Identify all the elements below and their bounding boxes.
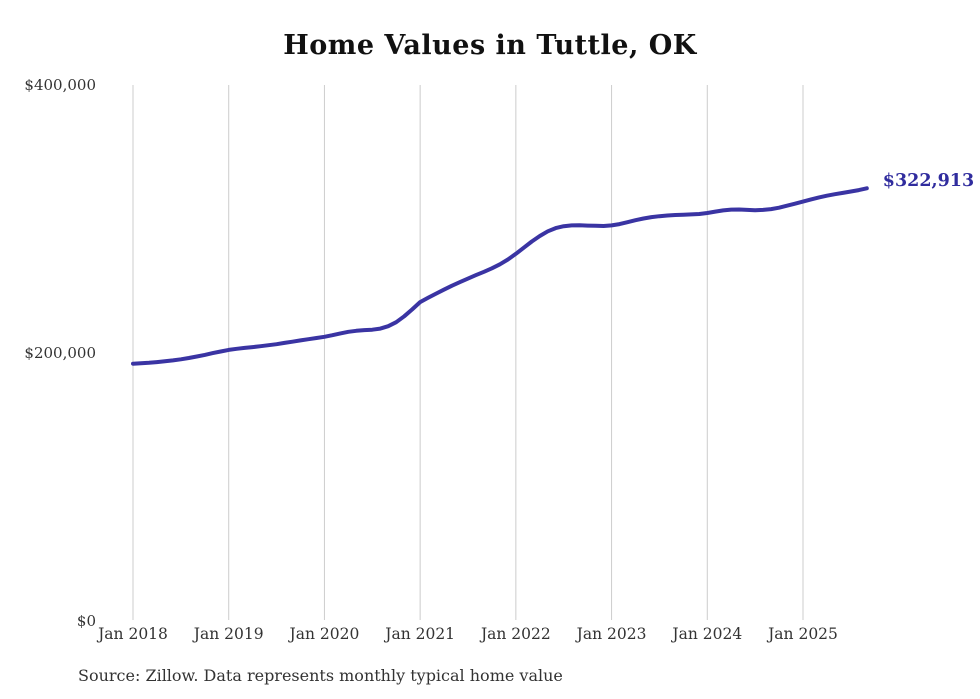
x-tick-label: Jan 2018 bbox=[98, 625, 168, 643]
x-tick-label: Jan 2023 bbox=[576, 625, 647, 643]
source-note: Source: Zillow. Data represents monthly … bbox=[78, 666, 563, 685]
home-value-line bbox=[131, 186, 869, 366]
current-value-label: $322,913 bbox=[882, 171, 975, 192]
y-tick-label: $200,000 bbox=[24, 344, 96, 362]
x-tick-label: Jan 2021 bbox=[385, 625, 456, 643]
y-tick-label: $0 bbox=[76, 612, 96, 630]
x-tick-label: Jan 2020 bbox=[289, 625, 360, 643]
chart-title: Home Values in Tuttle, OK bbox=[283, 30, 697, 61]
x-tick-label: Jan 2022 bbox=[480, 625, 551, 643]
x-tick-label: Jan 2024 bbox=[672, 625, 743, 643]
x-tick-label: Jan 2019 bbox=[193, 625, 264, 643]
x-tick-label: Jan 2025 bbox=[768, 625, 838, 643]
y-tick-label: $400,000 bbox=[24, 76, 96, 94]
